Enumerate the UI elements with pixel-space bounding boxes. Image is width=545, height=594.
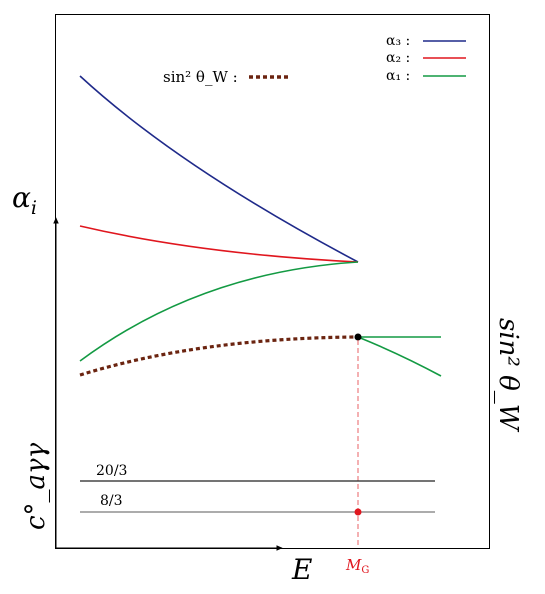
- alpha3-curve: [79, 75, 359, 263]
- x-axis-label: E: [291, 553, 312, 586]
- mg-label: MG: [345, 556, 369, 576]
- sin2-curve: [79, 335, 359, 377]
- level-label-lower: 8/3: [100, 493, 123, 509]
- alpha1-curve: [79, 261, 359, 362]
- mg-marker-dot: [354, 508, 362, 516]
- anomaly-coefficient-label: c°_aγγ: [21, 442, 51, 530]
- sin2-falling-branch: [357, 336, 442, 377]
- right-axis-label: sin² θ_W: [493, 318, 523, 433]
- alpha2-curve: [79, 225, 359, 263]
- y-axis-label: αi: [12, 181, 37, 219]
- legend-alpha3-label: α₃ :: [386, 33, 410, 49]
- legend-alpha1-label: α₁ :: [386, 68, 410, 84]
- level-label-upper: 20/3: [96, 463, 127, 479]
- unification-point: [354, 333, 362, 341]
- y-axis-label-sub: i: [31, 197, 37, 219]
- legend-alpha2-label: α₂ :: [386, 50, 410, 66]
- legend-sin2-label: sin² θ_W :: [163, 68, 238, 86]
- mg-label-sub: G: [361, 565, 369, 576]
